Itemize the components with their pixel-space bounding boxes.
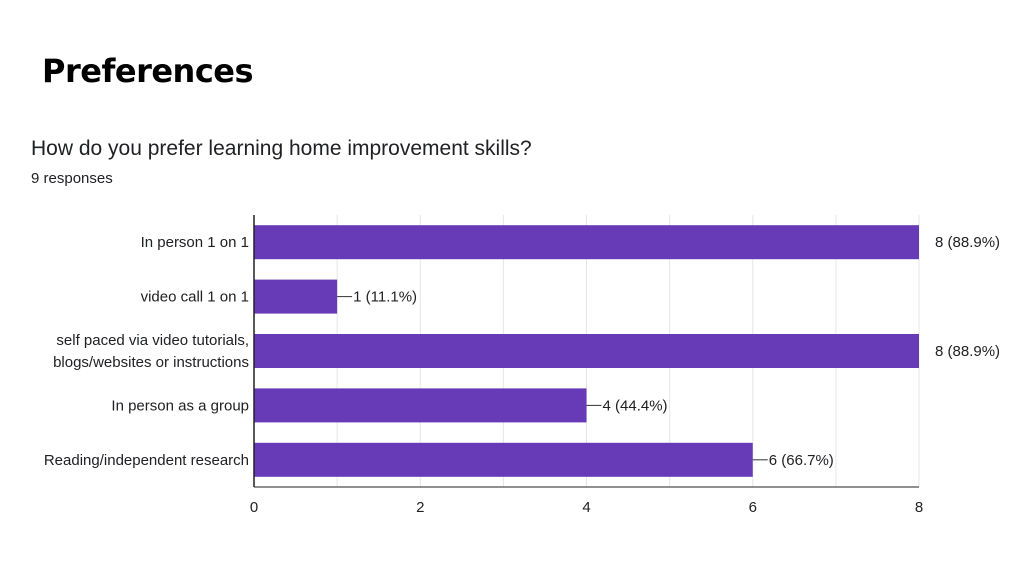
data-label: 6 (66.7%) <box>769 452 834 469</box>
bar <box>254 225 919 260</box>
x-tick-label: 2 <box>416 499 424 516</box>
x-tick-label: 4 <box>582 499 590 516</box>
bar <box>254 334 919 368</box>
category-label: In person 1 on 1 <box>141 234 249 251</box>
data-label: 8 (88.9%) <box>935 234 1000 251</box>
x-tick-label: 0 <box>250 499 258 516</box>
data-label: 1 (11.1%) <box>353 289 417 306</box>
bar <box>254 388 587 423</box>
category-label: In person as a group <box>111 397 249 414</box>
category-label: Reading/independent research <box>44 452 249 469</box>
slide-title: Preferences <box>42 52 254 90</box>
data-label: 8 (88.9%) <box>935 343 1000 360</box>
bar <box>254 279 338 314</box>
x-tick-label: 6 <box>749 499 757 516</box>
response-count: 9 responses <box>31 170 113 187</box>
category-label: video call 1 on 1 <box>141 289 249 306</box>
question-title: How do you prefer learning home improvem… <box>31 137 532 160</box>
bar <box>254 442 753 477</box>
category-label: blogs/websites or instructions <box>53 354 249 371</box>
category-label: self paced via video tutorials, <box>56 332 249 349</box>
data-label: 4 (44.4%) <box>603 397 668 414</box>
x-tick-label: 8 <box>915 499 923 516</box>
